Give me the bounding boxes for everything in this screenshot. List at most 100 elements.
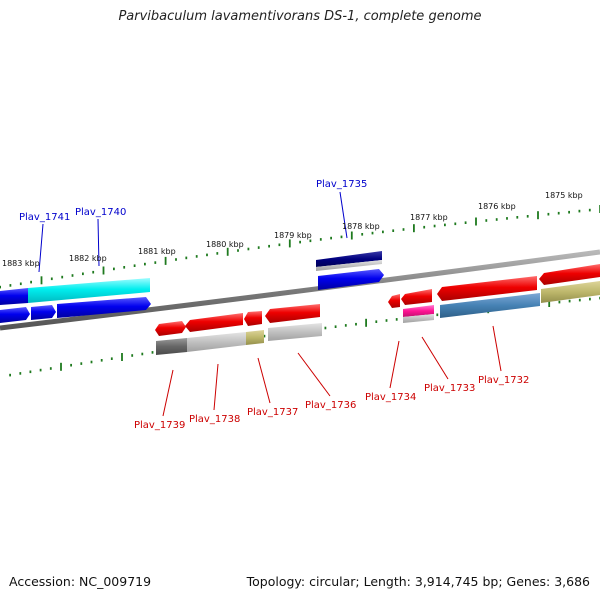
minor-tick	[195, 255, 198, 258]
scale-label: 1882 kbp	[69, 254, 107, 263]
minor-tick	[588, 208, 591, 212]
major-tick	[475, 217, 477, 226]
gene-label-1739[interactable]: Plav_1739	[134, 420, 185, 431]
minor-tick	[324, 326, 327, 330]
blue-cds-long	[57, 297, 151, 318]
scale-label: 1879 kbp	[274, 231, 312, 240]
gene-label-1738[interactable]: Plav_1738	[189, 414, 240, 425]
minor-tick	[113, 267, 115, 271]
minor-tick	[30, 280, 32, 284]
lightgray-bar-1738	[187, 332, 246, 352]
leader-1737	[257, 357, 271, 404]
minor-tick	[49, 367, 52, 370]
gray-bar-1739	[156, 338, 187, 355]
gene-label-1734[interactable]: Plav_1734	[365, 392, 416, 403]
minor-tick	[433, 224, 436, 228]
minor-tick	[568, 299, 571, 303]
minor-tick	[82, 272, 84, 276]
minor-tick	[123, 266, 126, 269]
red-cds-1734-small	[388, 294, 400, 308]
minor-tick	[375, 320, 378, 323]
scale-label: 1880 kbp	[206, 240, 244, 249]
minor-tick	[557, 211, 560, 215]
major-tick	[226, 247, 229, 256]
genome-backbone	[0, 249, 600, 331]
gene-label-1737[interactable]: Plav_1737	[247, 407, 298, 418]
major-tick	[365, 318, 367, 327]
minor-tick	[526, 215, 529, 218]
minor-tick	[371, 231, 374, 235]
major-tick	[164, 256, 167, 265]
major-tick	[537, 211, 539, 220]
scale-label: 1876 kbp	[478, 202, 516, 211]
olive-bar-1737	[246, 330, 264, 345]
major-tick	[413, 224, 415, 233]
minor-tick	[361, 233, 364, 236]
minor-tick	[382, 230, 384, 234]
upper-scale	[0, 205, 600, 289]
minor-tick	[516, 216, 519, 219]
navy-cds-1735	[316, 251, 382, 267]
minor-tick	[558, 300, 561, 304]
minor-tick	[278, 243, 281, 247]
gene-label-1741[interactable]: Plav_1741	[19, 212, 70, 223]
minor-tick	[70, 363, 72, 367]
minor-tick	[185, 256, 188, 260]
leader-1741	[38, 223, 44, 273]
lightgray-bar-1736	[268, 323, 322, 341]
scale-label: 1881 kbp	[138, 247, 176, 256]
minor-tick	[131, 354, 134, 357]
minor-tick	[144, 262, 146, 266]
gene-label-1733[interactable]: Plav_1733	[424, 383, 475, 394]
red-cds-1737	[244, 311, 262, 326]
minor-tick	[485, 219, 488, 222]
magenta-bar-1733	[403, 305, 434, 317]
minor-tick	[50, 277, 53, 281]
olive-bar-right	[541, 281, 600, 303]
minor-tick	[175, 258, 177, 261]
minor-tick	[268, 244, 270, 248]
gene-label-1732[interactable]: Plav_1732	[478, 375, 529, 386]
minor-tick	[385, 319, 388, 322]
minor-tick	[547, 212, 550, 216]
minor-tick	[90, 360, 93, 364]
minor-tick	[263, 334, 266, 338]
genome-summary-text: Topology: circular; Length: 3,914,745 bp…	[246, 574, 590, 589]
red-cds-1738	[185, 313, 243, 332]
minor-tick	[0, 285, 1, 289]
minor-tick	[589, 297, 591, 301]
minor-tick	[464, 221, 467, 224]
minor-tick	[392, 229, 395, 232]
blue-cds-mid	[31, 305, 56, 320]
red-cds-1734	[401, 289, 432, 305]
steelblue-bar-1732	[440, 293, 540, 318]
minor-tick	[61, 275, 64, 279]
minor-tick	[92, 270, 95, 274]
minor-tick	[247, 247, 250, 251]
minor-tick	[151, 351, 154, 354]
minor-tick	[444, 223, 446, 227]
accession-text: Accession: NC_009719	[9, 574, 152, 589]
blue-cds-left-upper	[0, 288, 28, 305]
minor-tick	[330, 236, 332, 240]
gray-stripe-1733	[403, 314, 434, 323]
gene-label-1740[interactable]: Plav_1740	[75, 207, 126, 218]
scale-label: 1877 kbp	[410, 213, 448, 222]
minor-tick	[9, 373, 11, 377]
major-tick	[288, 239, 291, 248]
minor-tick	[454, 222, 457, 226]
minor-tick	[423, 225, 426, 229]
leader-1739	[162, 369, 174, 417]
leader-1733	[421, 336, 449, 380]
leader-1734	[389, 340, 400, 389]
minor-tick	[319, 238, 322, 241]
minor-tick	[100, 359, 103, 362]
gray-stripe-1735	[316, 260, 382, 271]
gene-label-1735[interactable]: Plav_1735	[316, 179, 367, 190]
minor-tick	[395, 318, 398, 321]
major-tick	[60, 362, 62, 371]
gene-label-1736[interactable]: Plav_1736	[305, 400, 356, 411]
minor-tick	[344, 324, 347, 327]
red-cds-1736	[265, 304, 320, 323]
